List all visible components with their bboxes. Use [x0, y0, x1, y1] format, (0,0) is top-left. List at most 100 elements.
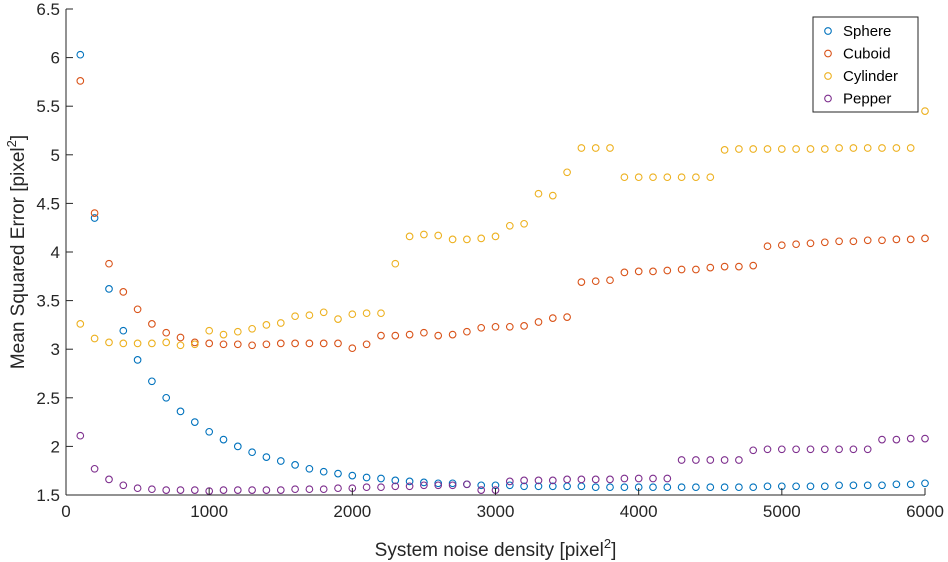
- cuboid-point: [405, 330, 414, 339]
- cuboid-point: [205, 339, 214, 348]
- sphere-point: [735, 483, 743, 492]
- cylinder-point: [806, 145, 815, 153]
- cylinder-point: [720, 146, 729, 154]
- pepper-point: [663, 474, 672, 483]
- pepper-point: [692, 456, 700, 464]
- sphere-point: [176, 407, 185, 416]
- pepper-point: [148, 485, 156, 494]
- pepper-point: [377, 483, 385, 492]
- cylinder-point: [262, 321, 271, 329]
- cylinder-point: [921, 107, 929, 115]
- pepper-point: [420, 481, 428, 490]
- cylinder-point: [577, 144, 586, 152]
- pepper-point: [262, 486, 271, 494]
- legend-marker: [824, 49, 832, 58]
- sphere-point: [606, 483, 614, 492]
- x-tick-label: 2000: [333, 502, 371, 521]
- legend-item-pepper: Pepper: [824, 91, 891, 108]
- cylinder-point: [334, 315, 342, 323]
- cylinder-point: [906, 144, 915, 152]
- series-pepper: [76, 431, 929, 495]
- pepper-point: [591, 475, 600, 484]
- cylinder-point: [190, 340, 199, 349]
- cylinder-point: [133, 339, 142, 348]
- sphere-point: [119, 326, 128, 335]
- pepper-point: [921, 434, 929, 443]
- sphere-point: [863, 481, 872, 490]
- sphere-point: [276, 457, 285, 465]
- x-axis-title: System noise density [pixel2]: [375, 536, 617, 561]
- cuboid-point: [878, 236, 886, 245]
- pepper-point: [806, 445, 815, 454]
- cylinder-point: [176, 341, 185, 350]
- cuboid-point: [119, 288, 128, 296]
- series-sphere: [76, 50, 929, 492]
- y-tick-label: 6.5: [36, 0, 60, 19]
- cylinder-point: [76, 320, 85, 328]
- cylinder-point: [348, 310, 357, 319]
- sphere-point: [677, 483, 686, 492]
- sphere-point: [520, 482, 528, 491]
- cuboid-point: [577, 278, 586, 286]
- cuboid-point: [362, 340, 371, 349]
- cylinder-point: [634, 173, 643, 182]
- cylinder-point: [620, 173, 629, 182]
- cuboid-point: [219, 340, 228, 349]
- cuboid-point: [792, 240, 800, 249]
- y-tick-label: 3: [51, 340, 60, 359]
- cuboid-point: [563, 313, 571, 321]
- cuboid-point: [176, 333, 185, 342]
- sphere-point: [434, 479, 443, 488]
- sphere-point: [76, 50, 85, 59]
- pepper-point: [863, 445, 872, 454]
- sphere-point: [620, 483, 629, 492]
- cuboid-point: [463, 327, 471, 336]
- x-tick-label: 1000: [190, 502, 228, 521]
- cuboid-point: [505, 322, 514, 331]
- cuboid-point: [434, 331, 443, 340]
- sphere-point: [133, 356, 142, 364]
- y-tick-label: 2: [51, 437, 60, 456]
- pepper-point: [763, 445, 772, 454]
- sphere-point: [835, 481, 843, 490]
- pepper-point: [133, 484, 142, 493]
- pepper-point: [505, 477, 514, 486]
- cuboid-point: [749, 261, 758, 270]
- cylinder-point: [663, 173, 672, 182]
- sphere-point: [319, 467, 328, 476]
- cuboid-point: [262, 340, 271, 349]
- cuboid-point: [491, 322, 500, 331]
- cuboid-point: [820, 238, 829, 247]
- pepper-point: [334, 484, 342, 493]
- cylinder-point: [878, 144, 886, 152]
- pepper-point: [405, 482, 414, 491]
- y-axis-title-text: Mean Squared Error [pixel: [8, 147, 29, 369]
- pepper-point: [878, 435, 886, 444]
- x-tick-label: 5000: [763, 502, 801, 521]
- cylinder-point: [505, 221, 514, 230]
- sphere-point: [849, 481, 858, 490]
- cylinder-point: [534, 189, 543, 198]
- cuboid-point: [76, 77, 85, 85]
- sphere-point: [233, 442, 242, 451]
- cylinder-point: [563, 168, 571, 177]
- cuboid-point: [305, 339, 314, 348]
- sphere-point: [720, 483, 729, 492]
- cylinder-point: [863, 144, 872, 152]
- pepper-point: [477, 486, 486, 494]
- legend-marker: [824, 27, 832, 35]
- pepper-point: [892, 435, 901, 444]
- pepper-point: [548, 476, 557, 485]
- pepper-point: [649, 474, 657, 483]
- pepper-point: [634, 474, 643, 483]
- cuboid-point: [720, 262, 729, 271]
- cylinder-point: [205, 326, 214, 335]
- cuboid-point: [892, 235, 901, 244]
- pepper-point: [677, 456, 686, 464]
- sphere-point: [205, 427, 214, 436]
- x-tick-label: 6000: [906, 502, 944, 521]
- sphere-point: [792, 482, 800, 491]
- pepper-point: [391, 482, 400, 491]
- legend-item-cylinder: Cylinder: [824, 68, 898, 85]
- sphere-point: [921, 479, 929, 488]
